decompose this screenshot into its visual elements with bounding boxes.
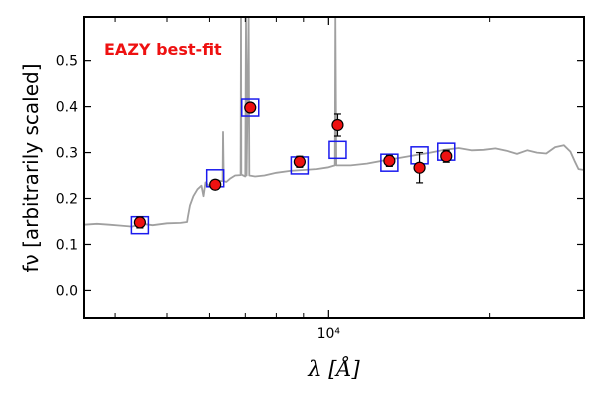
- observed-flux-point: [293, 155, 306, 168]
- annotation-text: EAZY best-fit: [104, 40, 222, 59]
- y-tick-label: 0.3: [56, 146, 78, 162]
- template-spectrum-line: [84, 17, 584, 228]
- y-tick-labels: 0.0 0.1 0.2 0.3 0.4 0.5: [56, 54, 78, 300]
- plot-frame: [83, 16, 585, 319]
- y-tick-label: 0.2: [56, 192, 78, 208]
- y-tick-label: 0.4: [56, 100, 78, 116]
- observed-flux-point: [133, 216, 146, 229]
- observed-flux-point: [331, 118, 344, 132]
- model-flux-box: [240, 98, 260, 117]
- observed-flux-point: [383, 154, 396, 167]
- observed-flux-point: [413, 161, 426, 174]
- y-tick-label: 0.1: [56, 237, 78, 253]
- y-axis-label: fν [arbitrarily scaled]: [19, 64, 43, 273]
- y-tick-label: 0.5: [56, 54, 78, 70]
- observed-flux-point: [244, 101, 257, 114]
- model-flux-box: [328, 140, 347, 160]
- plot-area: [84, 17, 584, 318]
- photometry-layer: [130, 98, 456, 235]
- observed-flux-point: [209, 178, 222, 191]
- template-spectrum-layer: [84, 17, 584, 228]
- model-flux-box: [380, 153, 399, 172]
- observed-flux-point: [440, 150, 453, 163]
- x-tick-label: 10⁴: [317, 326, 341, 342]
- x-axis-label: λ [Å]: [307, 356, 360, 381]
- y-tick-label: 0.0: [56, 283, 78, 299]
- x-tick-labels: 10⁴: [317, 326, 341, 342]
